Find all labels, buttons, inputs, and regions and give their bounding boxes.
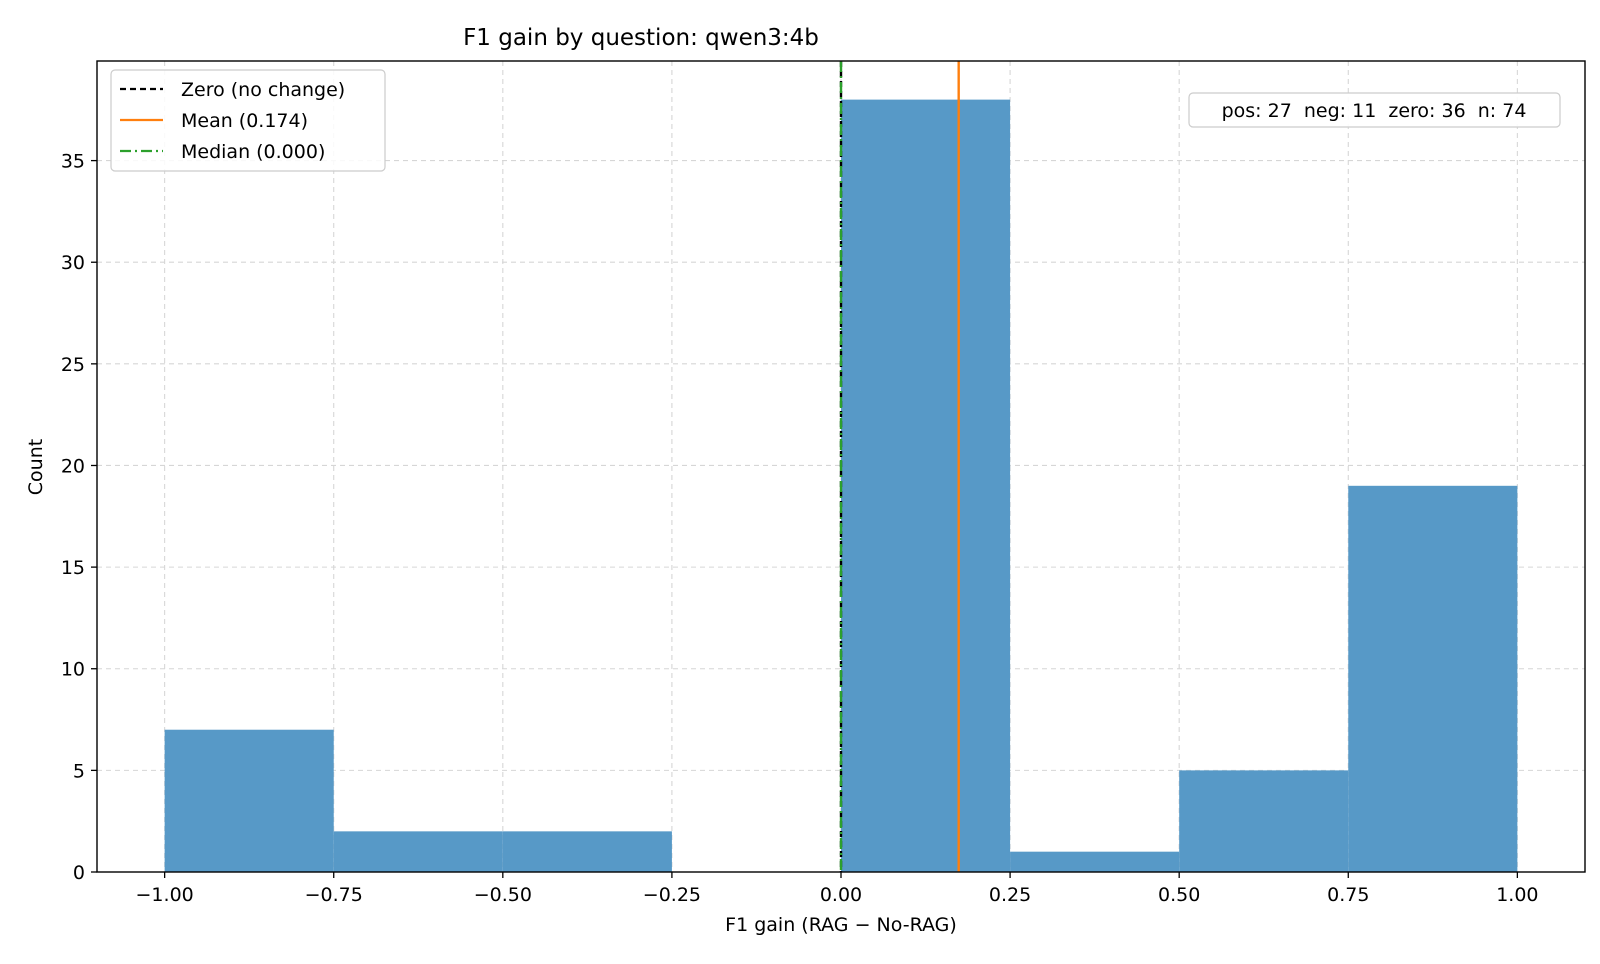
x-tick-label: 0.50	[1158, 884, 1200, 906]
y-tick-label: 20	[61, 455, 85, 477]
histogram-bar	[502, 831, 672, 872]
x-tick-label: 0.25	[989, 884, 1031, 906]
legend-label-median: Median (0.000)	[181, 141, 325, 163]
histogram-bar	[333, 831, 503, 872]
histogram-bar	[1179, 770, 1349, 872]
legend-box	[110, 69, 386, 172]
y-tick-label: 35	[61, 151, 85, 173]
histogram-bar	[1010, 851, 1180, 872]
y-tick-label: 15	[61, 557, 85, 579]
y-tick-label: 10	[61, 659, 85, 681]
y-tick-label: 5	[73, 760, 85, 782]
x-tick-label: −0.25	[643, 884, 701, 906]
reference-lines	[839, 61, 960, 872]
x-tick-label: 1.00	[1496, 884, 1538, 906]
y-axis-ticks: 0 5 10 15 20 25 30 35	[61, 151, 97, 884]
x-axis-label: F1 gain (RAG − No-RAG)	[725, 914, 957, 936]
x-tick-label: −1.00	[136, 884, 194, 906]
legend: Zero (no change) Mean (0.174) Median (0.…	[110, 69, 386, 172]
x-axis-ticks: −1.00 −0.75 −0.50 −0.25 0.00 0.25 0.50 0.75 1.00	[136, 872, 1539, 906]
y-tick-label: 30	[61, 252, 85, 274]
histogram-bar	[164, 729, 334, 872]
y-tick-label: 25	[61, 354, 85, 376]
x-tick-label: −0.50	[474, 884, 532, 906]
x-tick-label: 0.00	[820, 884, 862, 906]
stats-box: pos: 27 neg: 11 zero: 36 n: 74	[1188, 92, 1561, 128]
legend-label-mean: Mean (0.174)	[181, 110, 308, 132]
stats-box-text: pos: 27 neg: 11 zero: 36 n: 74	[1222, 100, 1527, 122]
y-axis-label: Count	[25, 439, 47, 495]
legend-label-zero: Zero (no change)	[181, 79, 345, 101]
x-tick-label: −0.75	[305, 884, 363, 906]
histogram-bar	[1348, 485, 1518, 872]
stats-box-frame	[1188, 92, 1561, 128]
histogram-bar	[841, 99, 1011, 873]
histogram-bars	[164, 99, 1518, 873]
x-tick-label: 0.75	[1327, 884, 1369, 906]
chart-title: F1 gain by question: qwen3:4b	[463, 25, 819, 51]
y-tick-label: 0	[73, 862, 85, 884]
